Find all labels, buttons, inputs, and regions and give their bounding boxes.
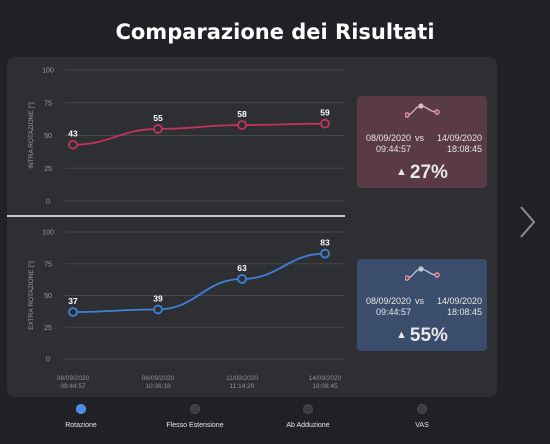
series-line [72,122,326,146]
up-arrow-icon: ▲ [396,329,407,341]
card-change-value: ▲ 27% [396,162,448,183]
data-label: 59 [320,108,330,118]
tab-indicator-dot [190,404,200,414]
data-point [320,248,330,259]
x-tick-label: 10:36:18 [145,383,171,390]
tab-indicator-dot [303,404,313,414]
tab-label: Flesso Estensione [166,422,224,429]
tab-label: Ab Adduzione [286,422,330,429]
y-tick-label: 100 [42,230,54,237]
x-tick-label: 11/09/2020 [226,375,258,382]
x-tick-label: 18:08:45 [312,383,338,390]
data-label: 39 [153,293,163,303]
data-label: 55 [153,113,163,123]
y-tick-label: 0 [46,357,50,364]
y-axis-label: EXTRA ROTAZIONE [°] [27,261,35,330]
trend-line-icon [405,103,440,118]
data-label: 63 [237,263,247,273]
tab-flesso-estensione[interactable]: Flesso Estensione [135,404,255,429]
y-tick-label: 0 [46,199,50,206]
page-title: Comparazione dei Risultati [115,20,435,44]
y-tick-label: 75 [44,100,52,107]
y-tick-label: 25 [44,166,52,173]
y-axis-label: INTRA ROTAZIONE [°] [27,102,35,169]
data-point [320,118,330,129]
trend-line-icon [405,266,440,281]
tab-label: VAS [415,422,429,429]
data-label: 37 [68,296,78,306]
chevron-right-icon [520,206,536,238]
y-tick-label: 50 [44,133,52,140]
up-arrow-icon: ▲ [396,166,407,178]
data-point [237,120,247,130]
data-point [237,274,247,284]
tab-indicator-dot [417,404,427,414]
y-tick-label: 25 [44,325,52,332]
y-tick-label: 50 [44,293,52,300]
tab-vas[interactable]: VAS [362,404,482,429]
tab-label: Rotazione [65,422,97,429]
x-tick-label: 14/09/2020 [309,375,342,382]
tab-rotazione[interactable]: Rotazione [21,404,141,429]
card-date-to: 14/09/2020 18:08:45 [436,133,482,154]
card-date-from: 08/09/2020 09:44:57 [365,133,411,154]
series-line [72,252,326,313]
data-label: 58 [237,109,247,119]
data-label: 83 [320,238,330,248]
card-change-value: ▲ 55% [396,325,448,346]
page-tabs: Rotazione Flesso Estensione Ab Adduzione… [0,404,550,444]
card-date-to: 14/09/2020 18:08:45 [436,296,482,317]
data-point [153,124,163,134]
tab-ab-adduzione[interactable]: Ab Adduzione [248,404,368,429]
card-vs-label: vs [415,133,424,143]
y-tick-label: 100 [42,68,54,75]
intra-summary-card: 08/09/2020 09:44:57 vs 14/09/2020 18:08:45… [357,96,487,188]
x-tick-label: 11:14:20 [230,383,255,390]
card-date-from: 08/09/2020 09:44:57 [365,296,411,317]
extra-summary-card: 08/09/2020 09:44:57 vs 14/09/2020 18:08:45… [357,259,487,351]
x-tick-label: 08/09/2020 [57,375,90,382]
y-tick-label: 75 [44,261,52,268]
card-vs-label: vs [415,296,424,306]
tab-indicator-dot [76,404,86,414]
data-point [153,304,163,315]
data-point [68,307,78,317]
x-tick-label: 09:44:57 [60,383,86,390]
data-point [68,139,78,150]
data-label: 43 [68,129,78,139]
x-tick-label: 08/09/2020 [142,375,175,382]
next-arrow-button[interactable] [518,204,538,240]
